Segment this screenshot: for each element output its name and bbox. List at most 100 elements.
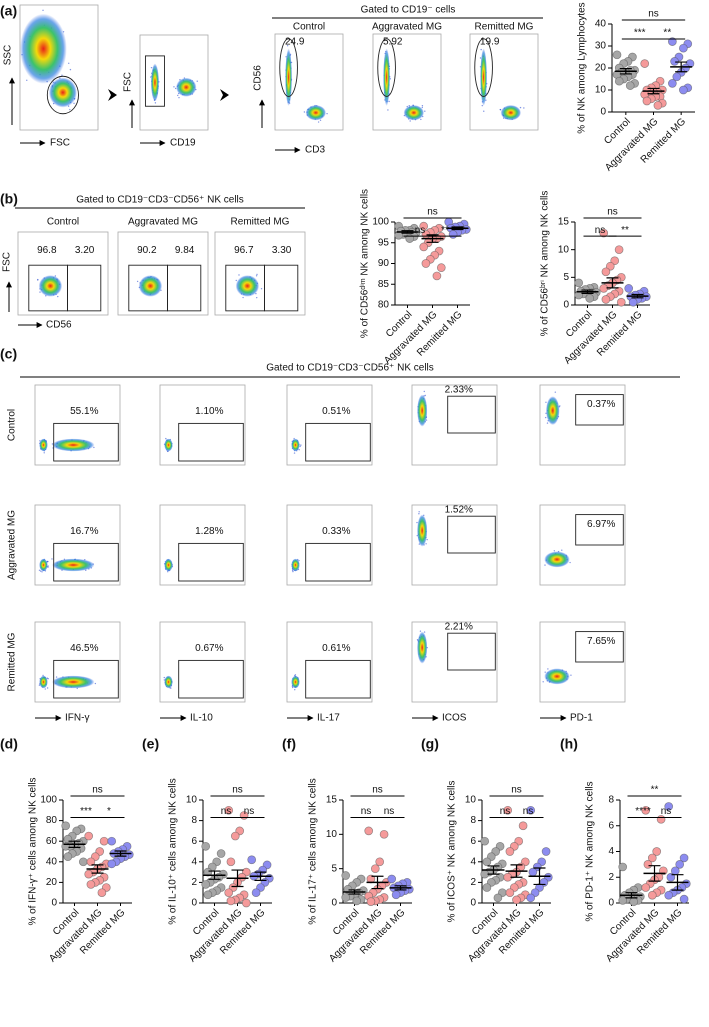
y-tick-label: 0 [191,898,197,909]
x-axis-label: FSC [50,138,70,149]
y-tick-label: 15 [558,217,570,228]
flow-event [544,416,547,419]
flow-density [164,558,173,572]
y-tick-label: 8 [608,795,614,806]
flow-event [173,86,175,88]
gate [178,422,244,462]
flow-density [417,394,428,427]
row-label: Aggravated MG [7,510,18,580]
y-axis-label: FSC [123,72,134,92]
flow-frame [411,621,498,703]
flow-event [561,549,563,551]
data-point [201,841,211,851]
flow-event [569,561,571,564]
error-bar [619,68,632,75]
panel-label: (h) [560,736,578,752]
x-axis-label: IL-10 [190,713,213,724]
flow-event [178,96,180,99]
flow-event [94,682,97,685]
y-tick-label: 6 [191,836,197,847]
panel-label: (f) [282,736,296,752]
data-point [643,860,653,869]
data-point [679,853,689,863]
flow-density [383,48,390,106]
group-label: Remitted MG [475,22,534,33]
gate [264,264,299,312]
data-point [614,76,624,86]
data-point [364,826,374,836]
x-axis-label: CD19 [170,138,196,149]
flow-event [317,121,320,123]
data-point [585,294,595,303]
data-point [668,37,677,46]
gate [305,542,371,582]
y-tick-label: 10 [186,795,198,806]
data-point [647,890,657,900]
data-point [541,847,551,856]
gate-percentage: 6.97% [587,519,615,530]
error-bar [606,277,619,289]
data-point [341,871,351,880]
flow-event [420,118,422,121]
flow-density [39,675,48,689]
panel-label: (g) [421,736,439,752]
y-tick-label: 40 [46,856,58,867]
flow-density [544,668,570,685]
data-point [642,96,652,106]
data-point [480,836,490,846]
gate [305,659,371,699]
error-bar [208,870,221,880]
data-point [482,883,492,892]
group-label: Remitted MG [231,217,290,228]
data-point [664,802,674,811]
flow-event [47,678,49,680]
significance-label: **** [635,806,651,817]
y-tick-label: 10 [465,795,477,806]
gate-percentage: 0.37% [587,399,615,410]
gate-percentage: 16.7% [70,526,98,537]
data-point [672,72,682,82]
data-point [366,897,376,906]
flow-frame [159,621,246,703]
gate-percentage: 96.8 [37,245,57,256]
group-label: Aggravated MG [128,217,198,228]
gate [447,395,496,434]
gate-percentage: 2.33% [445,384,473,395]
significance-label: ns [500,806,511,817]
error-bar [91,864,104,874]
flow-event [523,107,525,109]
data-point [518,821,528,831]
data-point [97,888,107,898]
x-axis-label: ICOS [442,713,467,724]
gate-percentage: 90.2 [137,245,157,256]
data-point [224,888,234,898]
significance-label: ns [244,806,255,817]
flow-event [426,538,428,541]
significance-label: ** [621,225,629,236]
data-point [679,894,689,904]
panel-label: (e) [142,736,159,752]
gate [53,422,119,462]
flow-event [256,296,258,299]
flow-event [291,569,294,572]
significance-label: ns [92,785,103,796]
flow-event [419,630,422,632]
flow-event [389,78,392,80]
y-tick-label: 90 [378,258,390,269]
flow-event [387,109,389,111]
data-point [653,101,663,110]
flow-event [544,564,546,566]
significance-label: *** [634,28,646,39]
flow-event [424,110,426,112]
significance-label: ns [523,806,534,817]
flow-event [256,273,258,276]
gate-percentage: 3.20 [75,245,95,256]
data-point [379,829,389,839]
panel-label: (a) [0,3,17,19]
flow-event [326,112,328,115]
y-tick-label: 5 [563,272,569,283]
gate-percentage: 0.61% [322,643,350,654]
flow-event [303,111,306,113]
gate [178,659,244,699]
